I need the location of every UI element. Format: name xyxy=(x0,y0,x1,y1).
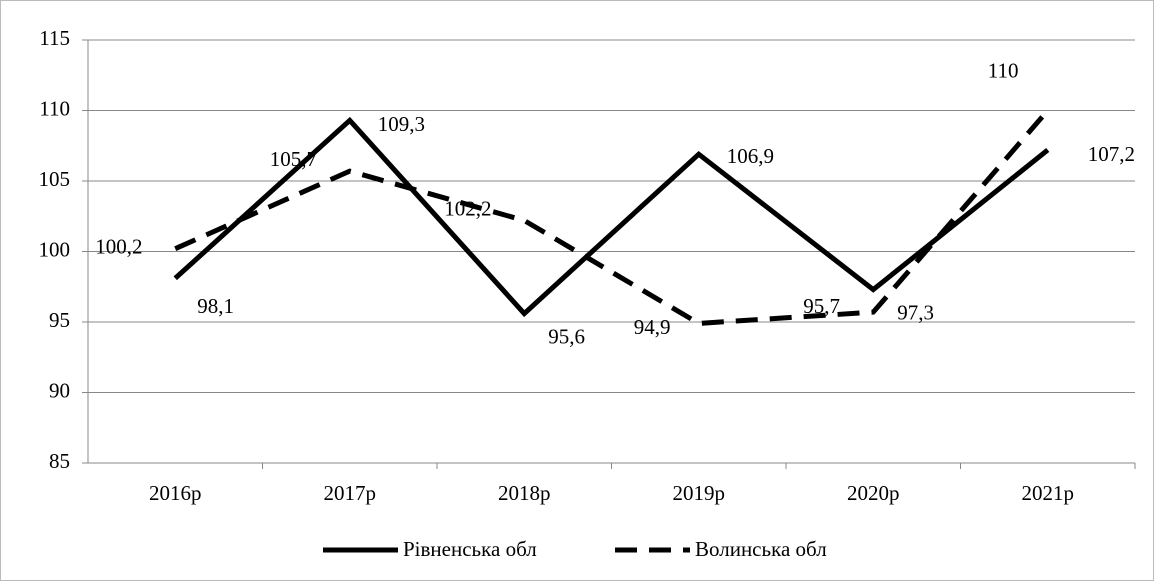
data-label: 105,7 xyxy=(270,147,317,171)
x-tick-label: 2018р xyxy=(498,481,551,505)
y-tick-label: 100 xyxy=(39,237,71,261)
series-line xyxy=(174,108,1050,326)
y-tick-label: 95 xyxy=(49,308,70,332)
data-label: 94,9 xyxy=(634,315,671,339)
x-tick-label: 2020р xyxy=(847,481,900,505)
legend-label: Волинська обл xyxy=(695,537,827,561)
y-tick-label: 105 xyxy=(39,167,71,191)
data-label: 107,2 xyxy=(1088,142,1135,166)
data-label: 110 xyxy=(988,58,1019,82)
data-label: 109,3 xyxy=(378,112,425,136)
data-label: 100,2 xyxy=(95,234,142,258)
legend-label: Рівненська обл xyxy=(403,537,537,561)
x-tick-label: 2019р xyxy=(673,481,726,505)
y-tick-label: 85 xyxy=(49,449,70,473)
data-label: 98,1 xyxy=(197,294,234,318)
series-line xyxy=(173,116,1050,318)
data-label: 106,9 xyxy=(727,144,774,168)
x-tick-label: 2017р xyxy=(324,481,377,505)
data-label: 95,7 xyxy=(803,294,840,318)
y-tick-label: 115 xyxy=(39,26,70,50)
y-tick-label: 90 xyxy=(49,378,70,402)
x-tick-label: 2021р xyxy=(1022,481,1075,505)
data-label: 102,2 xyxy=(444,196,491,220)
x-tick-label: 2016р xyxy=(149,481,202,505)
y-tick-label: 110 xyxy=(39,96,70,120)
data-label: 97,3 xyxy=(897,300,934,324)
data-label: 95,6 xyxy=(548,324,585,348)
